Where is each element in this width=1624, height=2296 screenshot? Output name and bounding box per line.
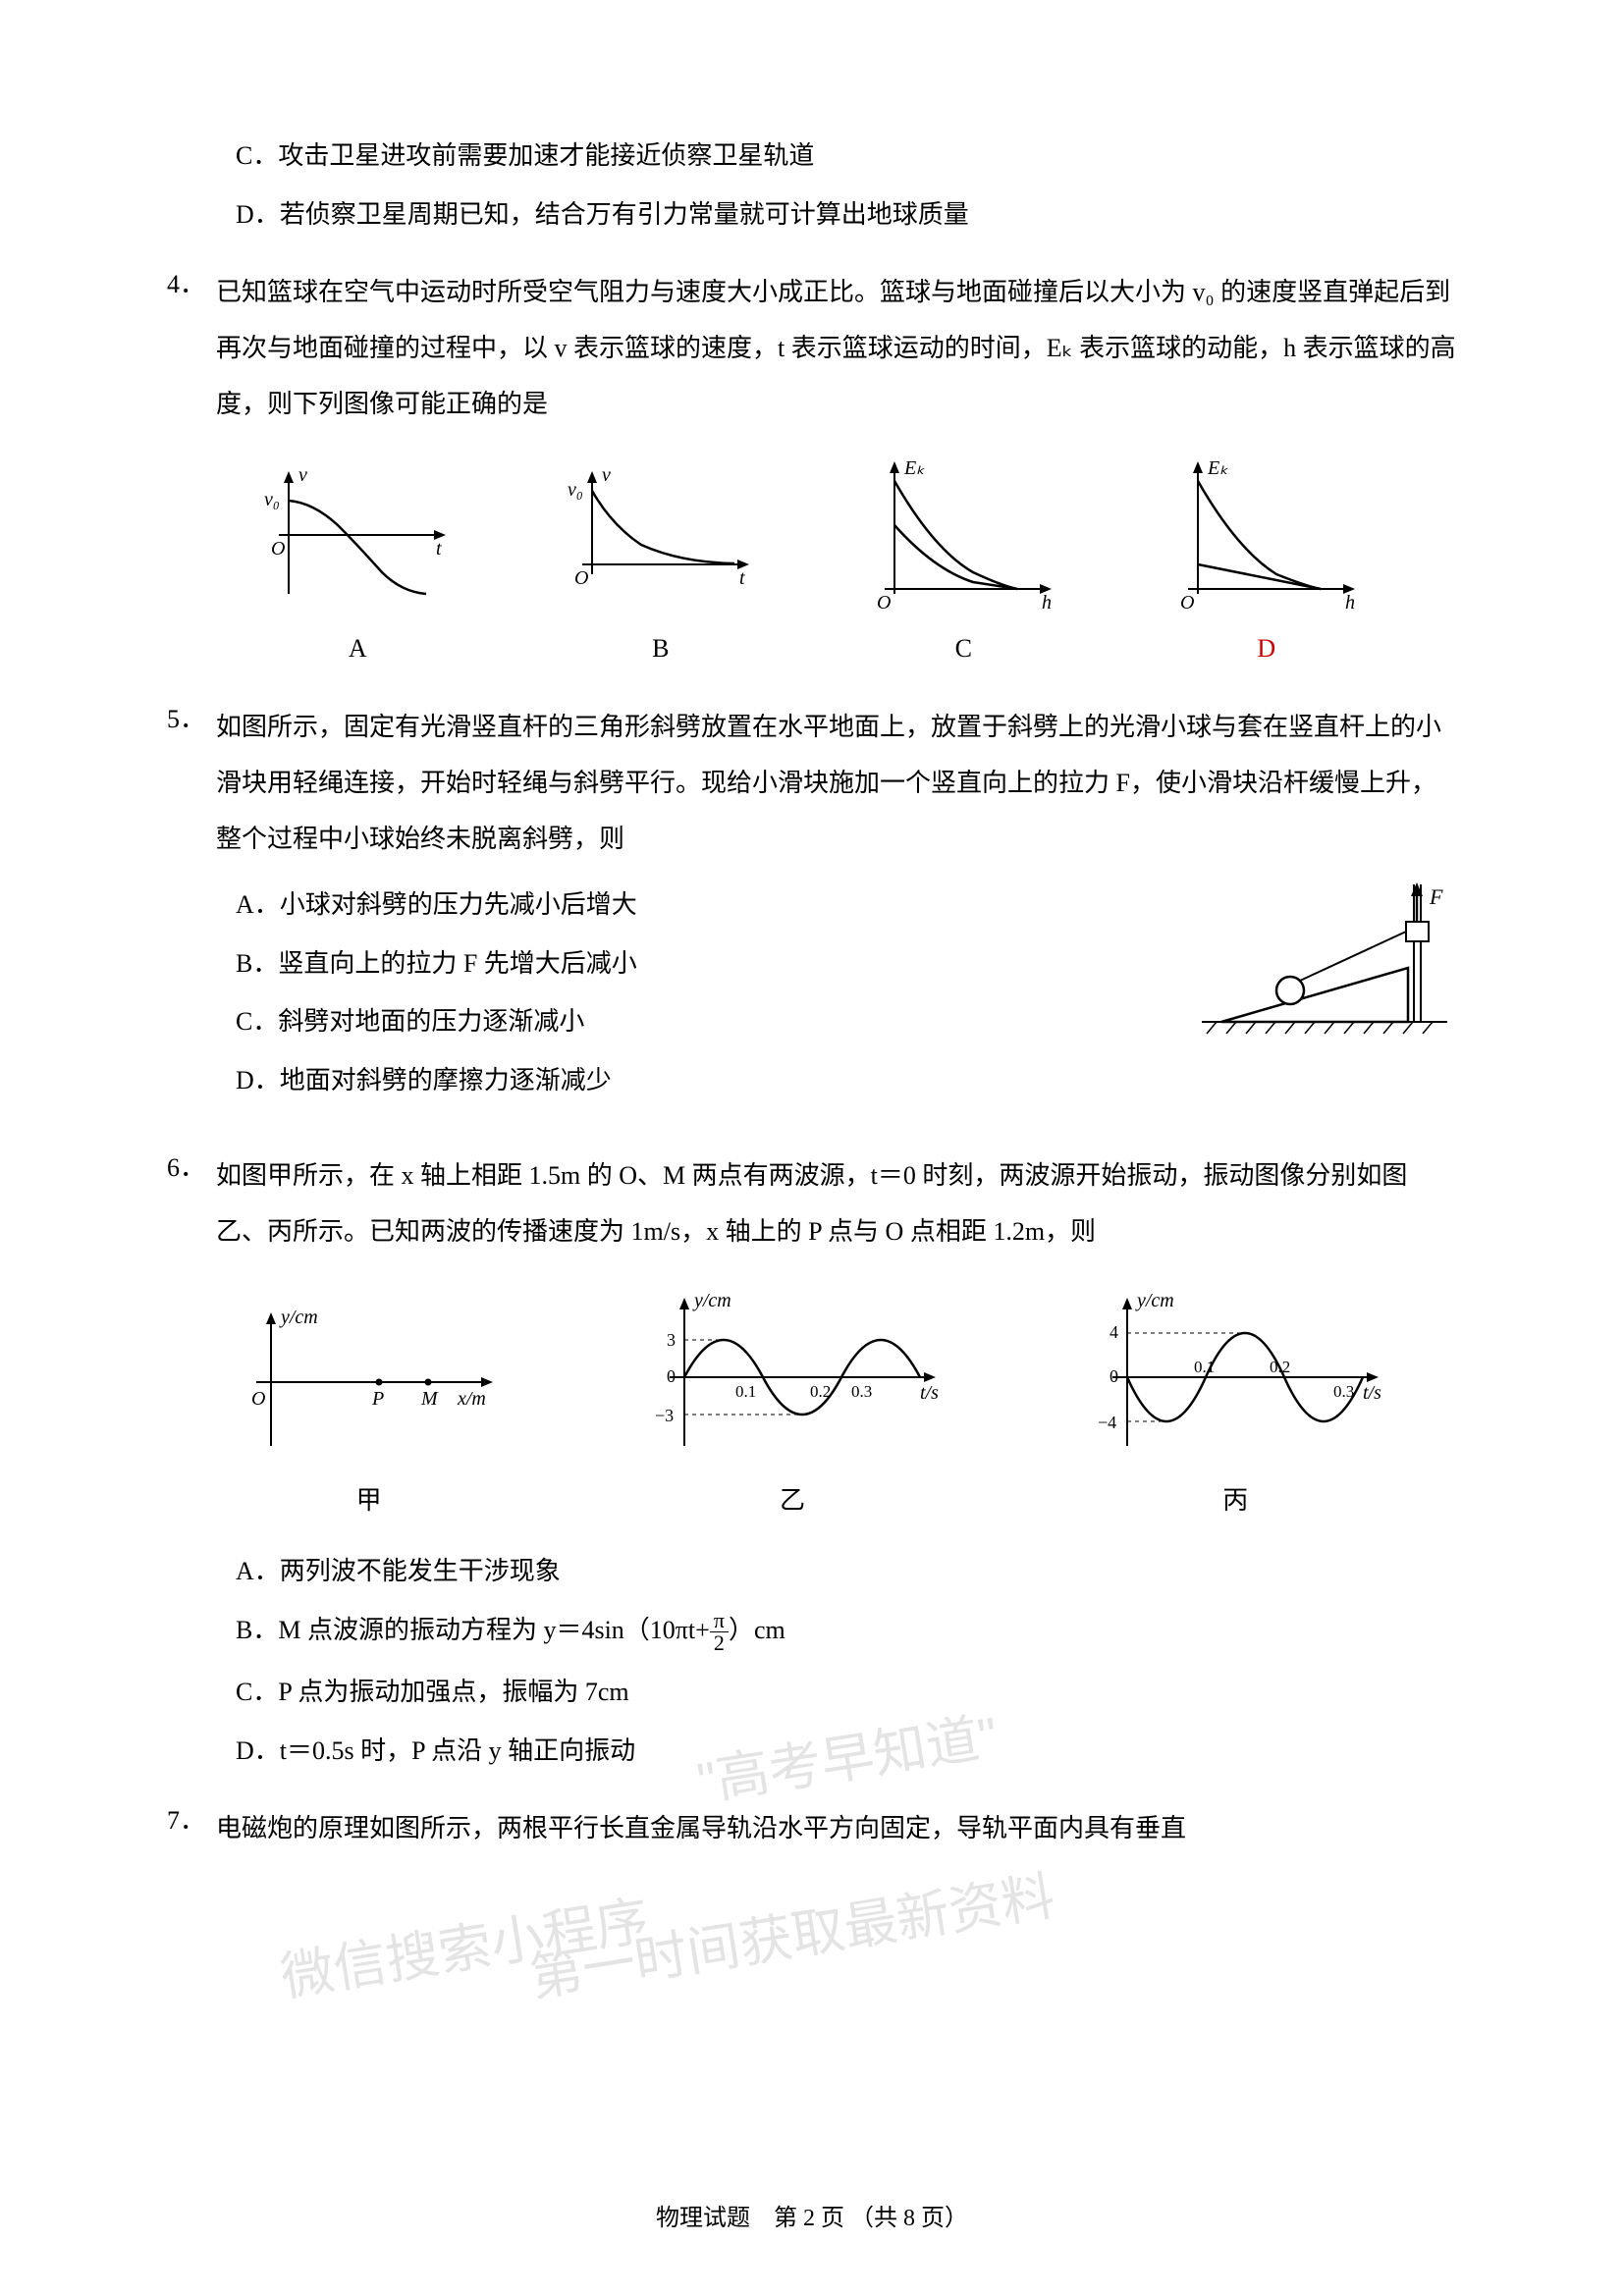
svg-text:F: F xyxy=(1429,884,1443,909)
footer-subject: 物理试题 xyxy=(656,2206,750,2231)
q3-option-c: C．攻击卫星进攻前需要加速才能接近侦察卫星轨道 xyxy=(167,135,1457,177)
svg-text:t/s: t/s xyxy=(1363,1382,1381,1404)
q5-option-d: D．地面对斜劈的摩擦力逐渐减少 xyxy=(167,1060,1457,1101)
question-4: 4． 已知篮球在空气中运动时所受空气阻力与速度大小成正比。篮球与地面碰撞后以大小… xyxy=(167,264,1457,669)
q6-label-jia: 甲 xyxy=(356,1480,382,1522)
q6-option-d: D．t＝0.5s 时，P 点沿 y 轴正向振动 xyxy=(167,1731,1457,1772)
q6-jia-svg: y/cm x/m O P M xyxy=(232,1299,507,1466)
svg-text:−3: −3 xyxy=(655,1406,674,1425)
svg-text:Eₖ: Eₖ xyxy=(903,457,925,479)
svg-text:x/m: x/m xyxy=(457,1388,486,1410)
svg-text:v: v xyxy=(298,466,307,486)
q6-label-bing: 丙 xyxy=(1222,1480,1248,1522)
q5-number: 5． xyxy=(167,705,205,733)
svg-text:h: h xyxy=(1042,592,1052,614)
svg-text:O: O xyxy=(271,538,285,560)
svg-text:t: t xyxy=(436,538,442,560)
q6-label-yi: 乙 xyxy=(780,1480,805,1522)
svg-text:Eₖ: Eₖ xyxy=(1207,457,1228,479)
svg-text:4: 4 xyxy=(1110,1322,1118,1342)
svg-text:O: O xyxy=(574,567,588,589)
question-7: 7． 电磁炮的原理如图所示，两根平行长直金属导轨沿水平方向固定，导轨平面内具有垂… xyxy=(167,1800,1457,1856)
q6-b-prefix: B．M 点波源的振动方程为 y＝4sin（10πt+ xyxy=(236,1616,710,1644)
q7-number: 7． xyxy=(167,1806,205,1835)
q4-chart-b: v t v₀ O B xyxy=(563,466,759,669)
svg-text:h: h xyxy=(1345,592,1355,614)
svg-text:v: v xyxy=(602,466,611,486)
q3-option-d: D．若侦察卫星周期已知，结合万有引力常量就可计算出地球质量 xyxy=(167,194,1457,236)
q4-chart-a-svg: v t v₀ O xyxy=(259,466,456,614)
q6-diagram-yi: y/cm t/s 3 0 −3 0.1 0.2 0.3 乙 xyxy=(635,1289,949,1522)
q4-label-b: B xyxy=(652,628,669,669)
svg-text:v₀: v₀ xyxy=(264,489,280,510)
question-6: 6． 如图甲所示，在 x 轴上相距 1.5m 的 O、M 两点有两波源，t＝0 … xyxy=(167,1148,1457,1771)
q6-b-frac-num: π xyxy=(710,1610,729,1632)
q6-diagram-jia: y/cm x/m O P M 甲 xyxy=(232,1299,507,1522)
page-footer: 物理试题 第 2 页 （共 8 页） xyxy=(0,2200,1624,2237)
svg-text:0: 0 xyxy=(667,1366,676,1386)
q6-bing-svg: y/cm t/s 4 0 −4 0.1 0.2 0.3 xyxy=(1078,1289,1392,1466)
svg-text:y/cm: y/cm xyxy=(692,1290,731,1311)
q6-option-a: A．两列波不能发生干涉现象 xyxy=(167,1551,1457,1592)
svg-text:O: O xyxy=(877,592,891,614)
q7-body: 电磁炮的原理如图所示，两根平行长直金属导轨沿水平方向固定，导轨平面内具有垂直 xyxy=(216,1800,1457,1856)
q4-label-a: A xyxy=(349,628,367,669)
q6-option-c: C．P 点为振动加强点，振幅为 7cm xyxy=(167,1672,1457,1713)
q6-body: 如图甲所示，在 x 轴上相距 1.5m 的 O、M 两点有两波源，t＝0 时刻，… xyxy=(216,1148,1457,1259)
q4-chart-c: Eₖ h O C xyxy=(865,456,1061,669)
svg-text:y/cm: y/cm xyxy=(1135,1290,1174,1311)
q6-diagrams-row: y/cm x/m O P M 甲 y/cm t/s 3 0 −3 xyxy=(167,1289,1457,1522)
svg-text:M: M xyxy=(420,1388,439,1410)
svg-text:−4: −4 xyxy=(1098,1413,1116,1432)
svg-text:O: O xyxy=(251,1388,265,1410)
q6-yi-svg: y/cm t/s 3 0 −3 0.1 0.2 0.3 xyxy=(635,1289,949,1466)
q6-b-suffix: ）cm xyxy=(729,1616,785,1644)
svg-text:t/s: t/s xyxy=(920,1382,939,1404)
svg-text:O: O xyxy=(1180,592,1194,614)
svg-text:0.1: 0.1 xyxy=(735,1382,756,1401)
svg-text:0.3: 0.3 xyxy=(851,1382,872,1401)
q6-b-frac-den: 2 xyxy=(710,1632,729,1654)
q4-chart-d: Eₖ h O D xyxy=(1168,456,1365,669)
svg-text:y/cm: y/cm xyxy=(279,1307,318,1328)
q4-chart-b-svg: v t v₀ O xyxy=(563,466,759,614)
question-5: 5． 如图所示，固定有光滑竖直杆的三角形斜劈放置在水平地面上，放置于斜劈上的光滑… xyxy=(167,699,1457,1119)
q5-body: 如图所示，固定有光滑竖直杆的三角形斜劈放置在水平地面上，放置于斜劈上的光滑小球与… xyxy=(216,699,1457,868)
q4-chart-a: v t v₀ O A xyxy=(259,466,456,669)
q4-label-d: D xyxy=(1257,628,1275,669)
svg-text:3: 3 xyxy=(667,1330,676,1350)
q6-option-b: B．M 点波源的振动方程为 y＝4sin（10πt+π2）cm xyxy=(167,1610,1457,1655)
q4-chart-c-svg: Eₖ h O xyxy=(865,456,1061,614)
svg-text:t: t xyxy=(739,567,745,589)
q4-number: 4． xyxy=(167,270,205,298)
q6-number: 6． xyxy=(167,1153,205,1182)
q4-charts-row: v t v₀ O A v t v₀ O B xyxy=(206,456,1418,669)
q5-diagram-svg: F xyxy=(1163,875,1457,1051)
svg-text:0: 0 xyxy=(1110,1366,1118,1386)
svg-text:P: P xyxy=(371,1388,384,1410)
q6-diagram-bing: y/cm t/s 4 0 −4 0.1 0.2 0.3 丙 xyxy=(1078,1289,1392,1522)
svg-text:v₀: v₀ xyxy=(568,479,583,501)
q5-diagram: F xyxy=(1163,875,1457,1064)
footer-page: 第 2 页 （共 8 页） xyxy=(774,2206,968,2231)
q4-chart-d-svg: Eₖ h O xyxy=(1168,456,1365,614)
q4-body: 已知篮球在空气中运动时所受空气阻力与速度大小成正比。篮球与地面碰撞后以大小为 v… xyxy=(216,264,1457,433)
q4-label-c: C xyxy=(955,628,972,669)
